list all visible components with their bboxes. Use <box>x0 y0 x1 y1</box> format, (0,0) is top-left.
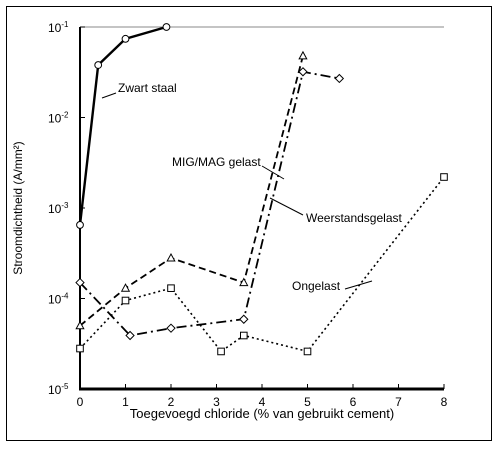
y-tick-label: 10-1 <box>48 20 69 35</box>
data-point <box>239 277 249 287</box>
series-line <box>79 55 304 327</box>
x-tick-label: 4 <box>259 395 266 409</box>
x-tick-label: 7 <box>395 395 402 409</box>
series-line <box>79 176 445 353</box>
data-point <box>166 323 176 333</box>
x-tick-label: 3 <box>213 395 220 409</box>
data-point <box>121 296 130 305</box>
annotation: MIG/MAG gelast <box>172 155 285 180</box>
x-ticks: 0 1 2 3 4 5 6 7 8 <box>77 384 448 409</box>
x-tick-label: 0 <box>77 395 84 409</box>
data-point <box>298 67 308 77</box>
y-tick-label: 10-3 <box>48 201 69 216</box>
data-point <box>303 347 312 356</box>
annotation-label: Weerstandsgelast <box>306 211 402 225</box>
y-axis-label: Stroomdichtheid (A/mm²) <box>11 141 25 274</box>
leader-line <box>344 280 373 290</box>
annotation: Ongelast <box>292 279 373 293</box>
data-point <box>120 283 131 292</box>
data-point <box>94 61 103 69</box>
x-tick-label: 2 <box>168 395 175 409</box>
y-tick-label: 10-2 <box>48 111 69 126</box>
x-axis-label: Toegevoegd chloride (% van gebruikt ceme… <box>130 406 394 421</box>
data-point <box>440 173 448 181</box>
x-tick-label: 5 <box>304 395 311 409</box>
y-tick-label: 10-5 <box>48 382 69 397</box>
leader-line <box>101 92 117 99</box>
figure-frame <box>6 6 492 441</box>
annotation-label: Ongelast <box>292 279 341 293</box>
data-point <box>162 23 171 31</box>
x-tick-label: 8 <box>441 395 448 409</box>
series-line <box>78 25 167 226</box>
leader-line <box>261 165 285 180</box>
y-tick-label: 10-4 <box>48 292 69 307</box>
data-point <box>125 330 135 341</box>
series-triangle <box>75 50 308 330</box>
series-line <box>79 70 340 337</box>
series-layer <box>75 23 448 356</box>
data-point <box>76 221 84 229</box>
data-point <box>217 347 225 356</box>
annotation-label: Zwart staal <box>118 81 177 95</box>
data-point <box>298 50 308 60</box>
data-point <box>334 73 345 84</box>
annotation: Zwart staal <box>101 81 177 99</box>
series-diamond <box>75 67 345 341</box>
data-point <box>240 331 248 340</box>
annotation-label: MIG/MAG gelast <box>172 155 261 169</box>
data-point <box>75 277 85 288</box>
data-point <box>167 284 175 292</box>
data-point <box>166 252 176 262</box>
data-point <box>75 320 85 330</box>
annotation: Weerstandsgelast <box>269 197 402 225</box>
data-point <box>76 344 84 353</box>
data-point <box>121 34 130 43</box>
series-circle <box>76 23 171 229</box>
series-square <box>76 173 448 356</box>
leader-line <box>269 197 304 216</box>
annotations: Zwart staal MIG/MAG gelast Weerstandsgelas… <box>101 81 402 293</box>
data-point <box>239 314 249 324</box>
x-tick-label: 1 <box>122 395 129 409</box>
x-tick-label: 6 <box>350 395 357 409</box>
